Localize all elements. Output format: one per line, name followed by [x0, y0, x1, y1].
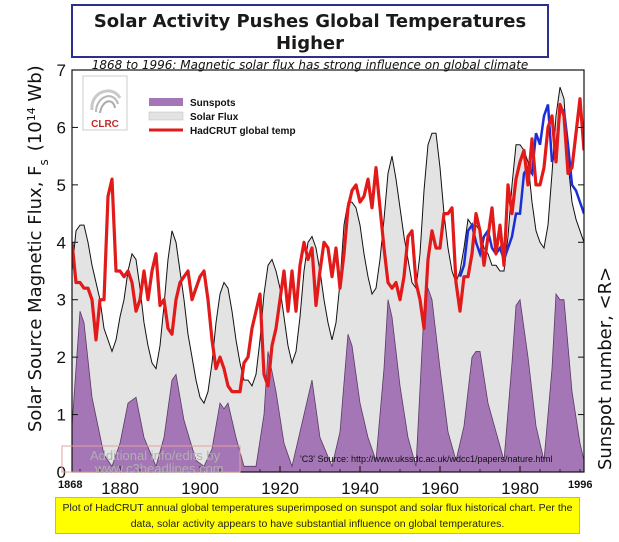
- caption-box: Plot of HadCRUT annual global temperatur…: [55, 497, 580, 534]
- y-tick-label: 7: [57, 61, 66, 80]
- x-tick-label: 1880: [101, 479, 139, 498]
- y-tick-label: 3: [57, 291, 66, 310]
- legend-label-temp: HadCRUT global temp: [190, 126, 296, 137]
- series-solar-flux-area: [72, 87, 584, 472]
- x-edge-label-start: 1868: [58, 479, 82, 491]
- series-hadcrut-temp-line: [72, 97, 584, 394]
- legend: Sunspots Solar Flux HadCRUT global temp: [148, 98, 296, 137]
- x-edge-label-end: 1996: [568, 479, 592, 491]
- y-tick-label: 5: [57, 176, 66, 195]
- legend-swatch-flux: [148, 111, 184, 121]
- legend-label-flux: Solar Flux: [190, 112, 239, 123]
- watermark-line2: www.c3headlines.com: [94, 461, 224, 476]
- series-sunspots-area: [72, 286, 584, 472]
- y-tick-label: 2: [57, 348, 66, 367]
- legend-swatch-sunspots: [149, 98, 183, 106]
- logo-text: CLRC: [91, 119, 119, 130]
- plot-area: [72, 87, 584, 472]
- y-tick-label: 4: [57, 233, 66, 252]
- plot-frame: [71, 69, 585, 473]
- x-tick-label: 1940: [341, 479, 379, 498]
- solar-temperature-chart: 0 1 2 3 4 5 6 7 1880 1900 1920 1940 1960 1980 1868 1996…: [25, 61, 617, 498]
- y-tick-label: 0: [57, 463, 66, 482]
- title-box: Solar Activity Pushes Global Temperature…: [71, 4, 549, 72]
- watermark-line1: Additional info/edits by: [90, 448, 221, 463]
- x-tick-label: 1900: [181, 479, 219, 498]
- x-tick-label: 1980: [501, 479, 539, 498]
- x-tick-label: 1920: [261, 479, 299, 498]
- page-subtitle: 1868 to 1996: Magnetic solar flux has st…: [91, 58, 529, 72]
- y2-axis-label: Sunspot number, <R>: [595, 267, 616, 470]
- y-tick-label: 1: [57, 406, 66, 425]
- x-tick-label: 1960: [421, 479, 459, 498]
- watermark: Additional info/edits by www.c3headlines…: [61, 445, 241, 476]
- axes: 0 1 2 3 4 5 6 7 1880 1900 1920 1940 1960 1980 1868 1996: [57, 61, 593, 498]
- source-note: 'C3' Source: http://www.ukssdc.ac.uk/wdc…: [300, 454, 553, 464]
- page-title: Solar Activity Pushes Global Temperature…: [93, 11, 527, 54]
- y-tick-label: 6: [57, 118, 66, 137]
- swirl-icon: [90, 89, 122, 114]
- y-axis-label: Solar Source Magnetic Flux, Fs(1014 Wb): [25, 65, 52, 432]
- clrc-logo: CLRC: [82, 75, 128, 131]
- legend-label-sunspots: Sunspots: [190, 98, 236, 109]
